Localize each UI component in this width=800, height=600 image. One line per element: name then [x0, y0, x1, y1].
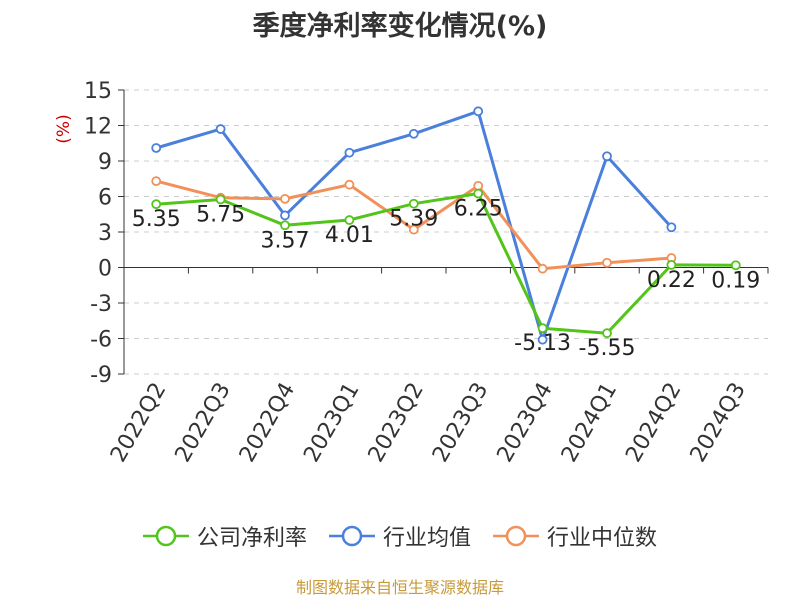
- chart-title: 季度净利率变化情况(%): [252, 11, 548, 42]
- data-label: 3.57: [261, 228, 310, 253]
- y-tick-label: 9: [98, 150, 112, 175]
- y-tick-label: -9: [90, 363, 112, 388]
- data-label: -5.55: [579, 336, 636, 361]
- x-tick-label: 2024Q1: [557, 379, 622, 467]
- legend: 公司净利率 行业均值 行业中位数: [0, 520, 800, 552]
- data-point: [280, 220, 290, 231]
- data-point: [666, 222, 677, 233]
- y-tick-label: 0: [98, 257, 112, 282]
- data-label: 0.19: [711, 268, 760, 293]
- data-point: [473, 106, 484, 117]
- data-point: [666, 259, 677, 270]
- y-tick-label: -6: [90, 328, 112, 353]
- legend-swatch: [493, 525, 539, 547]
- data-point: [473, 188, 484, 199]
- data-point: [215, 194, 226, 205]
- data-point: [344, 215, 355, 225]
- data-point: [344, 179, 355, 190]
- x-tick-label: 2022Q4: [235, 379, 300, 467]
- legend-label: 行业均值: [382, 526, 471, 551]
- data-point: [280, 210, 290, 221]
- data-point: [151, 199, 162, 210]
- x-tick-label: 2022Q2: [106, 379, 171, 467]
- legend-label: 行业中位数: [547, 526, 658, 551]
- data-point: [408, 128, 419, 139]
- data-label: 5.35: [132, 207, 181, 232]
- data-point: [215, 124, 226, 134]
- y-axis-label: (%): [54, 114, 74, 143]
- grid-lines: [124, 89, 768, 375]
- data-label: 5.75: [196, 202, 245, 227]
- data-point: [537, 323, 548, 334]
- data-point: [408, 198, 419, 209]
- series-lines: [151, 106, 741, 345]
- source-note: 制图数据来自恒生聚源数据库: [295, 578, 504, 597]
- data-point: [151, 176, 162, 187]
- data-point: [280, 193, 290, 204]
- data-label: 5.39: [389, 207, 438, 232]
- series-line: [156, 192, 736, 335]
- x-tick-label: 2022Q3: [170, 379, 235, 467]
- x-tick-label: 2023Q1: [299, 379, 364, 467]
- x-tick-label: 2023Q2: [364, 379, 429, 467]
- data-point: [537, 334, 548, 345]
- y-tick-label: -3: [90, 292, 112, 317]
- legend-label: 公司净利率: [196, 526, 307, 551]
- data-point: [730, 260, 741, 271]
- x-tick-label: 2023Q3: [428, 379, 493, 467]
- data-label: -5.13: [514, 331, 571, 356]
- legend-item[interactable]: 公司净利率: [142, 520, 307, 552]
- data-point: [602, 151, 612, 162]
- legend-swatch: [328, 525, 375, 547]
- data-label: 0.22: [647, 268, 696, 293]
- data-label: 4.01: [325, 223, 374, 248]
- y-tick-label: 12: [84, 115, 112, 140]
- legend-swatch: [142, 525, 189, 547]
- y-tick-label: 6: [98, 186, 112, 211]
- data-label: 6.25: [454, 197, 503, 222]
- legend-item[interactable]: 行业中位数: [493, 520, 657, 552]
- data-point: [602, 328, 612, 339]
- y-tick-label: 15: [84, 79, 112, 104]
- x-tick-label: 2024Q3: [686, 379, 751, 467]
- data-point: [537, 263, 548, 274]
- data-point: [408, 224, 419, 235]
- data-point: [344, 147, 355, 158]
- data-labels: 5.35 5.75 3.57 4.01 5.39 6.25 -5.13 -5.55 0.22 0.…: [132, 197, 761, 362]
- data-point: [151, 143, 162, 153]
- legend-item[interactable]: 行业均值: [328, 520, 471, 552]
- x-tick-label: 2023Q4: [492, 379, 557, 467]
- x-tick-label: 2024Q2: [621, 379, 686, 467]
- y-tick-label: 3: [98, 221, 112, 246]
- data-point: [602, 257, 612, 268]
